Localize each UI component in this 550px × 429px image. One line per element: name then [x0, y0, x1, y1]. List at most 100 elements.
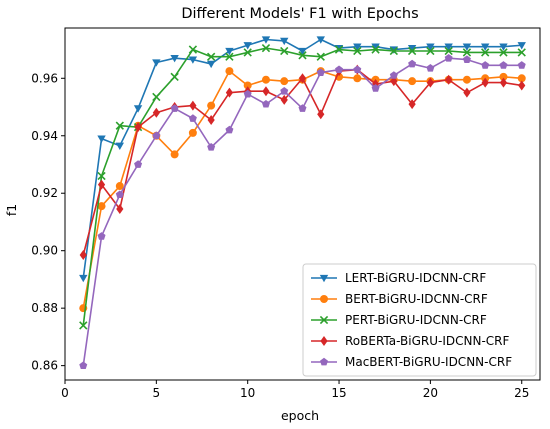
series-2-point: [462, 75, 471, 84]
series-3-point-stroke: [243, 48, 252, 57]
series-1-point: [298, 47, 307, 56]
series-2-point: [188, 128, 197, 137]
series-4-point: [408, 99, 416, 110]
series-1-point: [517, 42, 526, 50]
series-3-point: [225, 52, 234, 61]
series-2-point: [97, 202, 106, 211]
series-4-point: [189, 100, 197, 111]
series-4-point: [445, 74, 453, 85]
series-2-point: [115, 182, 124, 191]
series-4-point: [134, 122, 142, 133]
series-2-point: [207, 101, 216, 110]
x-tick-label: 25: [514, 386, 529, 400]
series-3-point: [353, 46, 362, 56]
series-3-point: [462, 48, 472, 57]
series-3-point-stroke: [206, 52, 216, 61]
series-1-point: [133, 105, 143, 113]
series-3-point-stroke: [334, 45, 344, 54]
plot-frame: [64, 27, 541, 381]
series-3: [79, 43, 526, 330]
series-4-point: [116, 204, 124, 215]
series-3-point-stroke: [353, 46, 362, 56]
series-4-point: [262, 86, 270, 97]
series-3-point: [517, 48, 526, 57]
series-5-point: [444, 53, 453, 62]
series-3-point: [481, 48, 490, 57]
series-4-point: [463, 87, 471, 98]
series-2-point: [243, 81, 252, 90]
series-3-point-stroke: [188, 45, 198, 54]
legend-label: PERT-BiGRU-IDCNN-CRF: [345, 313, 487, 327]
series-3-point: [206, 52, 216, 61]
legend-marker-stroke: [319, 315, 329, 325]
series-5-point: [115, 190, 124, 199]
series-3-point: [426, 46, 435, 56]
series-1-point: [79, 274, 88, 283]
legend-marker: [320, 295, 328, 303]
series-4-point: [390, 76, 398, 87]
series-5-point: [408, 59, 417, 68]
series-2-point: [353, 74, 362, 83]
series-4-point: [79, 250, 87, 261]
series-1-point: [225, 47, 234, 56]
axes: 0 5 10 15 20 25 0.86 0.88 0.90 0.92 0.94 0.96: [31, 71, 529, 400]
series-3-point: [170, 72, 179, 82]
series-5-point: [79, 361, 88, 370]
series-3-point-stroke: [499, 48, 508, 57]
series-3-point: [188, 45, 198, 54]
series-3-point-stroke: [225, 52, 234, 61]
series-3-point: [280, 46, 289, 56]
series-3-point: [115, 121, 124, 130]
series-5-point: [170, 104, 179, 112]
series-5-point: [481, 61, 490, 69]
series-5-point: [298, 104, 307, 112]
series-3-point-stroke: [462, 48, 472, 57]
series-1-point: [280, 37, 289, 46]
series-2-point: [170, 150, 179, 159]
series-3-point-stroke: [316, 52, 325, 61]
series-5-point: [353, 65, 362, 74]
x-tick-label: 5: [153, 386, 161, 400]
series-1-point: [170, 55, 179, 63]
series-3-point: [389, 46, 399, 56]
series-4-point: [481, 77, 489, 88]
series-5-point: [207, 143, 216, 151]
series-5-point: [225, 125, 234, 134]
series-3-point-stroke: [389, 46, 399, 56]
series-4-point: [317, 109, 325, 120]
series-5-point: [426, 64, 435, 72]
series-5-point: [243, 89, 252, 98]
series-5-point: [371, 84, 380, 92]
series-3-point: [499, 48, 508, 57]
legend-label: BERT-BiGRU-IDCNN-CRF: [345, 292, 488, 306]
series-1-point: [407, 44, 417, 53]
series-1-point: [206, 60, 216, 69]
series-3-point-stroke: [298, 51, 307, 60]
y-tick-label: 0.88: [31, 301, 58, 315]
series-5-point: [188, 114, 197, 122]
legend-label: MacBERT-BiGRU-IDCNN-CRF: [345, 355, 512, 369]
series-5-point: [517, 61, 526, 69]
series-3-point-stroke: [280, 46, 289, 56]
series-3-point-stroke: [371, 45, 380, 54]
series-5-point: [261, 99, 270, 108]
series-1-point: [115, 142, 125, 151]
series-2-point: [517, 74, 526, 83]
series-3-point: [371, 45, 380, 54]
series-5-point: [134, 160, 143, 168]
legend-marker: [319, 315, 329, 325]
y-tick-label: 0.86: [31, 359, 58, 373]
legend-label: RoBERTa-BiGRU-IDCNN-CRF: [345, 334, 509, 348]
series-2-point: [499, 72, 508, 81]
legend-entry: BERT-BiGRU-IDCNN-CRF: [311, 292, 488, 306]
series-1-point: [444, 43, 453, 51]
series-1-point: [480, 43, 490, 51]
series-5-point: [280, 87, 289, 95]
series-3-point-stroke: [97, 171, 106, 181]
series-1-point: [462, 43, 472, 51]
series-3-point-stroke: [115, 121, 124, 130]
legend-label: LERT-BiGRU-IDCNN-CRF: [345, 271, 486, 285]
series-1-point: [243, 42, 252, 50]
legend-marker: [320, 357, 328, 366]
